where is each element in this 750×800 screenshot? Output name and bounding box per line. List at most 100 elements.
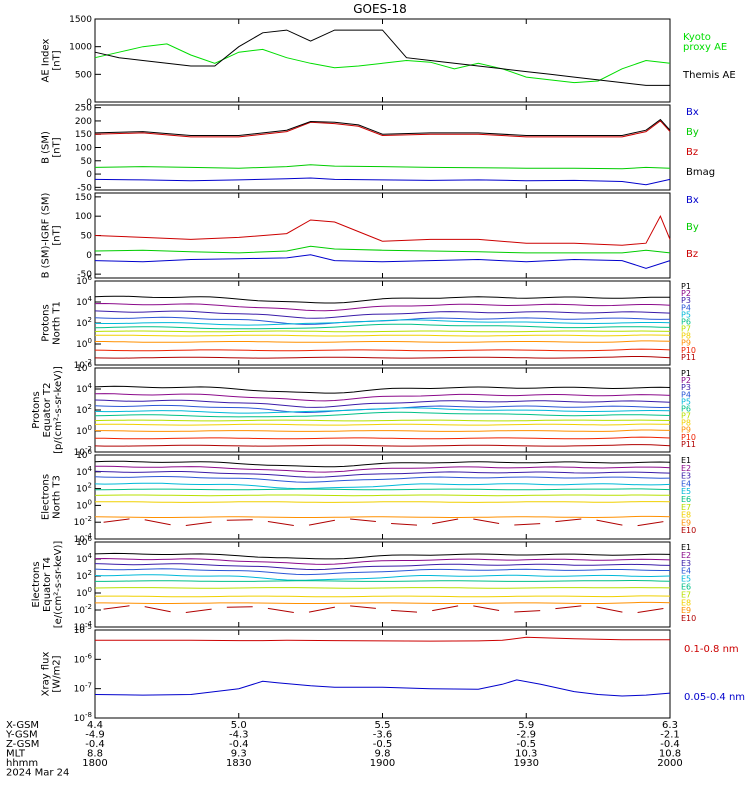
x-axis-value-z-gsm-3: -0.5	[516, 739, 536, 750]
channel-line-electrons_t3-e1	[94, 460, 671, 468]
y-tick-label-protons_t2-0: 10-2	[74, 445, 92, 458]
x-axis-date: 2024 Mar 24	[6, 768, 69, 779]
channel-label-protons_t2-p7: P7	[681, 412, 691, 421]
channel-line-electrons_t3-e3	[94, 470, 671, 478]
y-axis-label-protons_t2-0: Protons	[31, 391, 42, 428]
y-tick-label-protons_t1-4: 106	[76, 274, 92, 287]
x-axis-row-label-x-gsm: X-GSM	[6, 720, 39, 731]
y-tick-label-bsm-3: 100	[75, 144, 92, 154]
y-axis-label-electrons_t3-1: North T3	[52, 475, 63, 519]
y-axis-label-protons_t2-1: Equator T2	[42, 383, 53, 438]
channel-label-electrons_t3-e10: E10	[681, 526, 696, 535]
channel-segment-electrons_t3-e10-1	[144, 519, 171, 526]
channel-line-protons_t2-p8	[94, 423, 671, 426]
y-axis-label-xray-0: Xray flux	[41, 652, 52, 697]
channel-label-protons_t1-p11: P11	[681, 353, 696, 362]
y-tick-label-protons_t2-1: 100	[76, 424, 92, 437]
channel-label-protons_t1-p6: P6	[681, 317, 691, 326]
y-axis-label-bsm-1: [nT]	[52, 137, 63, 157]
channel-segment-electrons_t4-e10-6	[350, 605, 376, 609]
channel-line-protons_t1-p10	[94, 348, 671, 352]
y-tick-label-electrons_t4-0: 10-4	[74, 620, 93, 633]
channel-segment-electrons_t3-e10-11	[555, 518, 582, 523]
y-axis-label-electrons_t3-0: Electrons	[41, 474, 52, 520]
legend-label-bsm-bmag: Bmag	[686, 167, 715, 178]
channel-line-electrons_t4-e1	[94, 552, 671, 560]
channel-line-protons_t1-p9	[95, 340, 671, 343]
series-line-ae-themis-ae	[94, 29, 670, 86]
channel-segment-electrons_t3-e10-12	[596, 519, 623, 526]
panel-frame-ae	[94, 18, 671, 103]
y-tick-label-ae-2: 1000	[69, 43, 92, 53]
y-axis-label-bsm-0: B (SM)	[41, 131, 52, 164]
channel-line-protons_t1-p1	[94, 295, 671, 304]
channel-segment-electrons_t4-e10-3	[226, 606, 253, 608]
y-tick-label-protons_t1-2: 102	[76, 316, 92, 329]
y-axis-label-protons_t1-1: North T1	[52, 301, 63, 345]
channel-segment-electrons_t3-e10-13	[637, 521, 664, 527]
channel-segment-electrons_t3-e10-5	[308, 519, 335, 526]
channel-label-protons_t1-p4: P4	[681, 303, 691, 312]
x-axis-value-hhmm-3: 1930	[514, 758, 539, 769]
legend-label-bsm-bx: Bx	[686, 107, 699, 118]
channel-line-electrons_t3-e9	[94, 515, 671, 519]
channel-line-electrons_t4-e2	[94, 557, 671, 565]
legend-label-xray-1: 0.05-0.4 nm	[684, 692, 745, 703]
y-tick-label-xray-0: 10-8	[74, 711, 92, 724]
y-tick-label-bsm-5: 200	[75, 117, 92, 127]
channel-line-electrons_t4-e9	[95, 601, 671, 604]
y-tick-label-protons_t1-1: 100	[76, 337, 92, 350]
series-line-bsm-bz	[94, 120, 671, 138]
channel-label-electrons_t4-e3: E3	[681, 559, 691, 568]
channel-line-protons_t1-p2	[94, 302, 671, 312]
channel-line-electrons_t3-e4	[94, 475, 671, 483]
channel-segment-electrons_t3-e10-6	[350, 518, 376, 522]
legend-label-ae-1-0: Themis AE	[682, 70, 736, 81]
x-axis-value-z-gsm-4: -0.4	[660, 739, 680, 750]
channel-line-electrons_t3-e2	[95, 465, 671, 473]
channel-line-protons_t1-p8	[94, 334, 671, 337]
y-tick-label-xray-2: 10-6	[74, 652, 93, 665]
channel-label-protons_t1-p1: P1	[681, 282, 691, 291]
channel-line-electrons_t4-e5	[94, 574, 671, 581]
channel-line-protons_t1-p6	[94, 323, 671, 330]
channel-label-electrons_t4-e8: E8	[681, 598, 691, 607]
y-tick-label-ae-0: 0	[86, 98, 92, 108]
channel-label-electrons_t4-e5: E5	[681, 575, 691, 584]
channel-line-protons_t2-p1	[94, 385, 671, 394]
series-line-xray-0-1-0-8-nm	[95, 636, 670, 642]
channel-label-protons_t1-p3: P3	[681, 296, 691, 305]
channel-label-protons_t2-p6: P6	[681, 404, 691, 413]
channel-label-electrons_t3-e4: E4	[681, 479, 691, 488]
channel-label-protons_t1-p5: P5	[681, 310, 691, 319]
channel-segment-electrons_t4-e10-11	[555, 605, 582, 610]
x-axis-row-label-hhmm: hhmm	[6, 758, 38, 769]
channel-label-electrons_t4-e2: E2	[681, 551, 691, 560]
channel-label-protons_t2-p3: P3	[681, 383, 691, 392]
channel-segment-electrons_t4-e10-13	[637, 608, 664, 613]
y-tick-label-electrons_t4-2: 100	[76, 586, 92, 599]
channel-label-electrons_t3-e1: E1	[681, 456, 691, 465]
y-axis-label-bsm_igrf-1: [nT]	[52, 225, 63, 245]
x-axis-value-x-gsm-2: 5.5	[375, 720, 391, 731]
channel-line-protons_t2-p3	[94, 399, 671, 408]
channel-line-electrons_t3-e6	[94, 488, 671, 491]
y-axis-label-electrons_t4-2: [e/(cm²-s-sr-keV)]	[53, 541, 64, 629]
x-axis-value-mlt-3: 10.3	[515, 749, 537, 760]
channel-line-protons_t2-p11	[94, 444, 671, 447]
channel-line-protons_t1-p11	[94, 356, 671, 359]
y-tick-label-electrons_t4-3: 102	[76, 569, 92, 582]
series-line-bsm-bx	[94, 177, 671, 186]
y-tick-label-bsm-4: 150	[75, 130, 92, 140]
channel-label-electrons_t3-e3: E3	[681, 472, 691, 481]
y-tick-label-xray-1: 10-7	[74, 682, 92, 695]
channel-line-protons_t2-p5	[94, 407, 671, 414]
y-tick-label-bsm_igrf-0: -50	[77, 270, 92, 280]
x-axis-value-hhmm-4: 2000	[657, 758, 682, 769]
channel-line-protons_t2-p7	[94, 419, 671, 422]
channel-line-electrons_t4-e8	[94, 595, 671, 598]
legend-label-bsm_igrf-bz: Bz	[686, 249, 698, 260]
y-axis-label-protons_t2-2: [p/(cm²-s-sr-keV)]	[53, 366, 64, 454]
